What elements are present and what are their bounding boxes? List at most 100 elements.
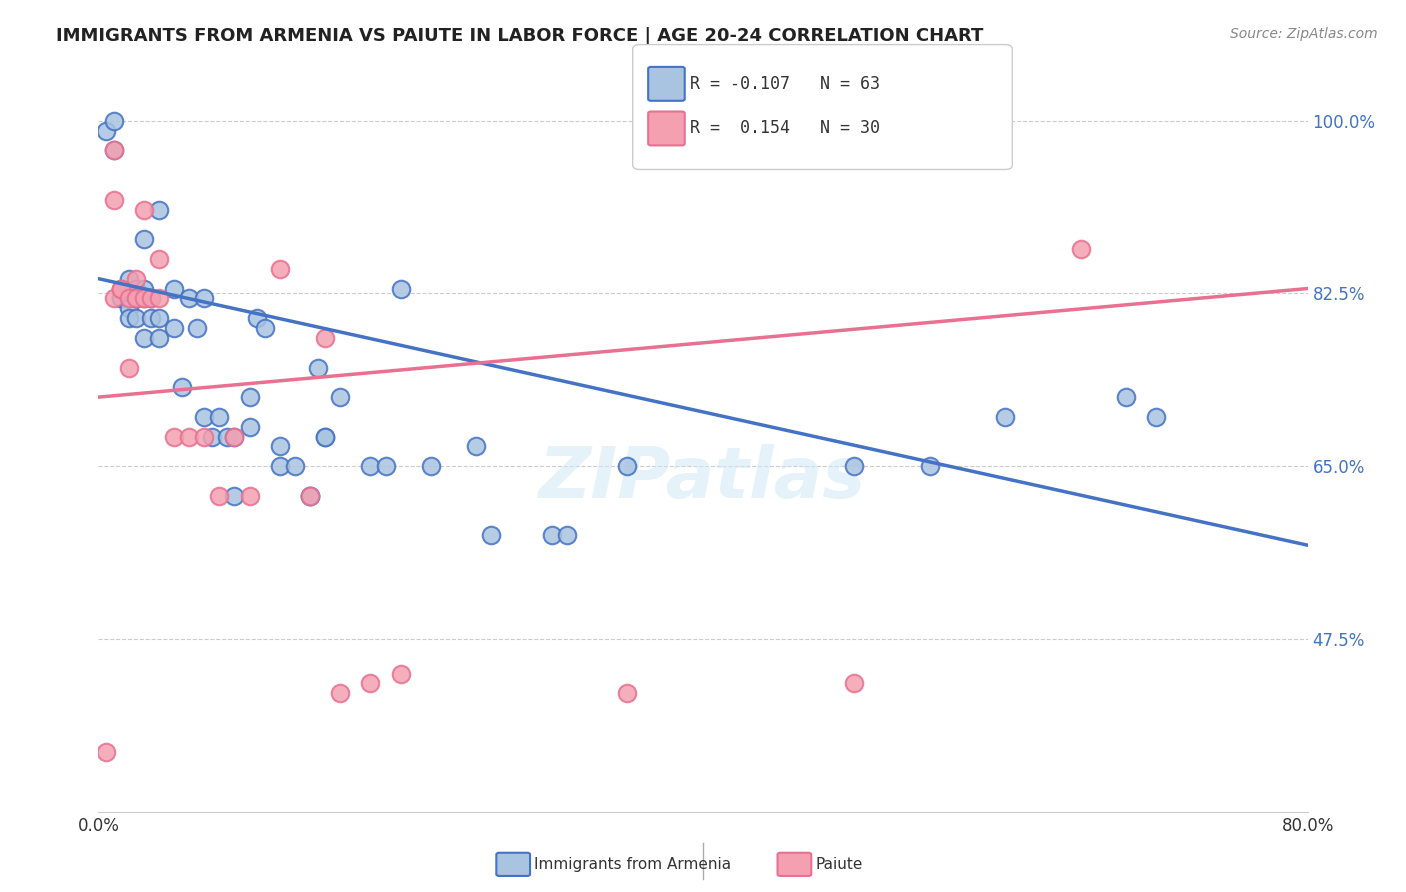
Point [844,459,866,474]
Point [1115,390,1137,404]
Point [132,292,155,306]
Point [193,292,215,306]
Point [1070,242,1092,256]
Point [141,292,163,306]
Point [141,292,163,306]
Point [103,113,125,128]
Point [148,331,170,345]
Point [555,528,578,542]
Point [125,271,148,285]
Point [125,311,148,326]
Point [314,429,336,443]
Point [246,311,269,326]
Point [118,271,141,285]
Point [118,360,141,375]
Point [118,311,141,326]
Point [118,301,141,316]
Point [215,429,238,443]
Point [118,292,141,306]
Point [193,409,215,424]
Point [465,440,488,454]
Text: Immigrants from Armenia: Immigrants from Armenia [534,857,731,871]
Point [307,360,329,375]
Point [94,123,117,137]
Point [132,292,155,306]
Point [329,390,352,404]
Point [163,429,186,443]
Point [110,281,132,295]
Point [329,686,352,700]
Point [125,292,148,306]
Point [125,292,148,306]
Text: Paiute: Paiute [815,857,863,871]
Point [1144,409,1167,424]
Point [540,528,562,542]
Point [132,281,155,295]
Point [224,429,246,443]
Point [118,292,141,306]
Point [389,281,412,295]
Point [616,686,638,700]
Point [269,261,291,276]
Point [110,281,132,295]
Point [616,459,638,474]
Point [284,459,307,474]
Point [374,459,396,474]
Point [94,746,117,760]
Point [201,429,224,443]
Point [314,331,336,345]
Point [186,321,208,335]
Point [360,459,382,474]
Point [208,409,231,424]
Point [239,419,262,434]
Point [918,459,941,474]
Point [269,440,291,454]
Point [148,202,170,217]
Point [170,380,193,394]
Point [299,489,322,503]
Text: Source: ZipAtlas.com: Source: ZipAtlas.com [1230,27,1378,41]
Point [314,429,336,443]
Point [224,429,246,443]
Point [179,429,201,443]
Text: IMMIGRANTS FROM ARMENIA VS PAIUTE IN LABOR FORCE | AGE 20-24 CORRELATION CHART: IMMIGRANTS FROM ARMENIA VS PAIUTE IN LAB… [56,27,984,45]
Point [253,321,276,335]
Point [994,409,1017,424]
Text: R =  0.154   N = 30: R = 0.154 N = 30 [690,120,880,137]
Point [224,489,246,503]
Point [125,292,148,306]
Point [360,676,382,690]
Point [239,489,262,503]
Point [420,459,443,474]
Point [239,390,262,404]
Point [844,676,866,690]
Point [110,292,132,306]
Point [148,252,170,266]
Point [118,292,141,306]
Point [125,281,148,295]
Point [481,528,503,542]
Point [193,429,215,443]
Point [163,321,186,335]
Point [103,193,125,207]
Point [148,311,170,326]
Point [103,144,125,158]
Point [132,202,155,217]
Text: ZIPatlas: ZIPatlas [540,444,866,513]
Point [141,311,163,326]
Point [208,489,231,503]
Point [110,281,132,295]
Point [103,144,125,158]
Point [148,292,170,306]
Point [299,489,322,503]
Point [110,292,132,306]
Point [179,292,201,306]
Point [103,292,125,306]
Point [163,281,186,295]
Point [299,489,322,503]
Point [389,666,412,681]
Point [132,331,155,345]
Text: R = -0.107   N = 63: R = -0.107 N = 63 [690,75,880,93]
Point [269,459,291,474]
Point [132,232,155,246]
